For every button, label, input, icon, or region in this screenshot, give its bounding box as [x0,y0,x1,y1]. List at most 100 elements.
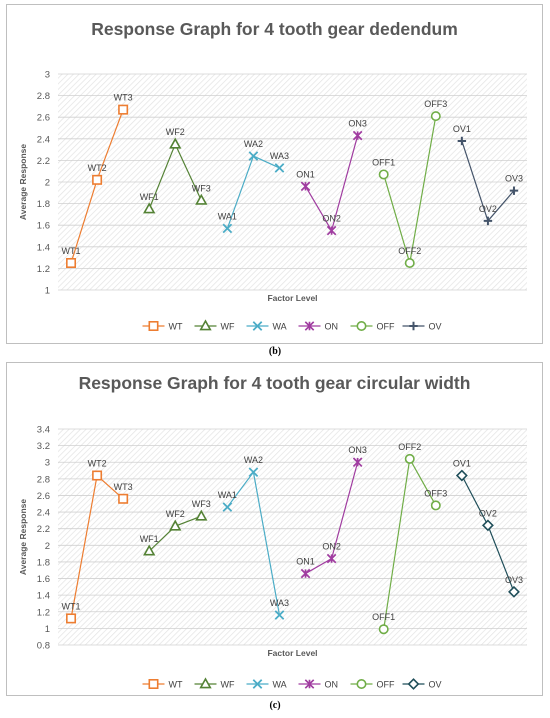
data-label: WF3 [192,499,211,509]
data-point [300,181,311,192]
series-wa: WA1 WA2 WA3 [218,139,289,234]
data-point [92,174,103,185]
data-point [248,151,259,161]
data-point [143,544,156,556]
legend-item-wa: WA [246,679,287,690]
data-label: WF1 [140,534,159,544]
legend-label: WA [273,322,287,332]
y-tick-label: 2.2 [37,156,50,167]
y-tick-label: 1.8 [37,199,50,210]
legend-marker [356,678,367,689]
y-tick-label: 1.2 [37,607,50,618]
x-axis-label: Factor Level [267,648,317,658]
legend-label: ON [325,680,339,690]
y-tick-label: 3.2 [37,441,50,452]
data-point [248,467,259,478]
figure-caption-b: (b) [268,346,282,357]
legend-item-ov: OV [402,678,442,690]
legend-item-wt: WT [142,678,183,690]
data-label: ON2 [322,542,341,552]
y-tick-label: 2.6 [37,113,50,124]
legend-item-wt: WT [142,320,183,332]
y-tick-label: 2.8 [37,91,50,102]
legend-item-off: OFF [350,678,395,690]
data-point [66,613,77,624]
data-point [352,130,363,141]
x-axis-label: Factor Level [267,293,317,303]
series-wt: WT1 WT2 WT3 [62,459,133,624]
y-tick-label: 1.6 [37,221,50,232]
legend-item-wf: WF [194,319,235,332]
series-on: ON1 ON2 ON3 [296,119,367,236]
legend: WT WF WA ON OFF OV [142,319,442,332]
data-label: WF2 [166,127,185,137]
data-label: WT1 [62,246,81,256]
legend-marker [252,679,263,689]
y-tick-label: 2.4 [37,134,50,145]
chart-b: 1 1.2 1.4 1.6 1.8 2 2.2 2.4 2.6 2.8 3 Average Respo… [18,70,527,332]
data-label: ON3 [348,445,367,455]
data-point [326,225,337,236]
y-tick-label: 0.8 [37,641,50,652]
data-point [300,568,311,579]
y-tick-label: 1.6 [37,574,50,585]
data-label: ON2 [322,214,341,224]
data-label: OV3 [505,575,523,585]
data-point [92,470,103,481]
data-label: WA2 [244,455,263,465]
data-label: ON1 [296,557,315,567]
y-tick-label: 3 [45,70,50,81]
legend-marker [409,321,418,331]
legend-label: OFF [377,680,395,690]
data-point [378,624,389,635]
data-label: ON3 [348,119,367,129]
legend-label: ON [325,322,339,332]
y-tick-label: 2.8 [37,474,50,485]
series-ov: OV1 OV2 OV3 [453,124,523,226]
data-label: OV2 [479,508,497,518]
data-point [195,509,208,521]
data-point [118,493,129,504]
legend-marker [356,320,367,331]
data-point [457,136,467,146]
series-off: OFF1 OFF2 OFF3 [372,442,447,635]
data-point [143,202,156,214]
data-label: ON1 [296,169,315,179]
legend-marker [148,678,159,689]
data-point [274,610,285,620]
legend-label: OFF [377,322,395,332]
legend-marker [148,320,159,331]
chart-title: Response Graph for 4 tooth gear circular… [78,373,471,393]
data-point [352,457,363,468]
legend-label: WT [169,680,183,690]
data-label: WF1 [140,192,159,202]
y-tick-label: 2.2 [37,524,50,535]
data-point [430,111,441,122]
data-point [169,137,182,149]
legend-marker [199,677,212,689]
legend-label: WF [221,322,235,332]
legend-label: OV [429,322,442,332]
y-tick-label: 1.2 [37,264,50,275]
data-label: OFF3 [424,488,447,498]
data-label: WT1 [62,601,81,611]
legend-label: OV [429,680,442,690]
series-wt: WT1 WT2 WT3 [62,93,133,268]
data-point [326,553,337,564]
data-point [483,216,493,226]
data-label: WA1 [218,211,237,221]
y-axis-label: Average Response [18,499,28,575]
data-point [404,257,415,268]
data-label: OFF2 [398,246,421,256]
legend-label: WF [221,680,235,690]
series-on: ON1 ON2 ON3 [296,445,367,579]
data-label: OV1 [453,124,471,134]
y-tick-label: 1.4 [37,591,50,602]
data-label: OFF3 [424,99,447,109]
series-off: OFF1 OFF2 OFF3 [372,99,447,268]
series-wf: WF1 WF2 WF3 [140,499,211,556]
data-label: OFF1 [372,157,395,167]
y-tick-label: 2.4 [37,508,50,519]
y-tick-label: 1 [45,624,50,635]
